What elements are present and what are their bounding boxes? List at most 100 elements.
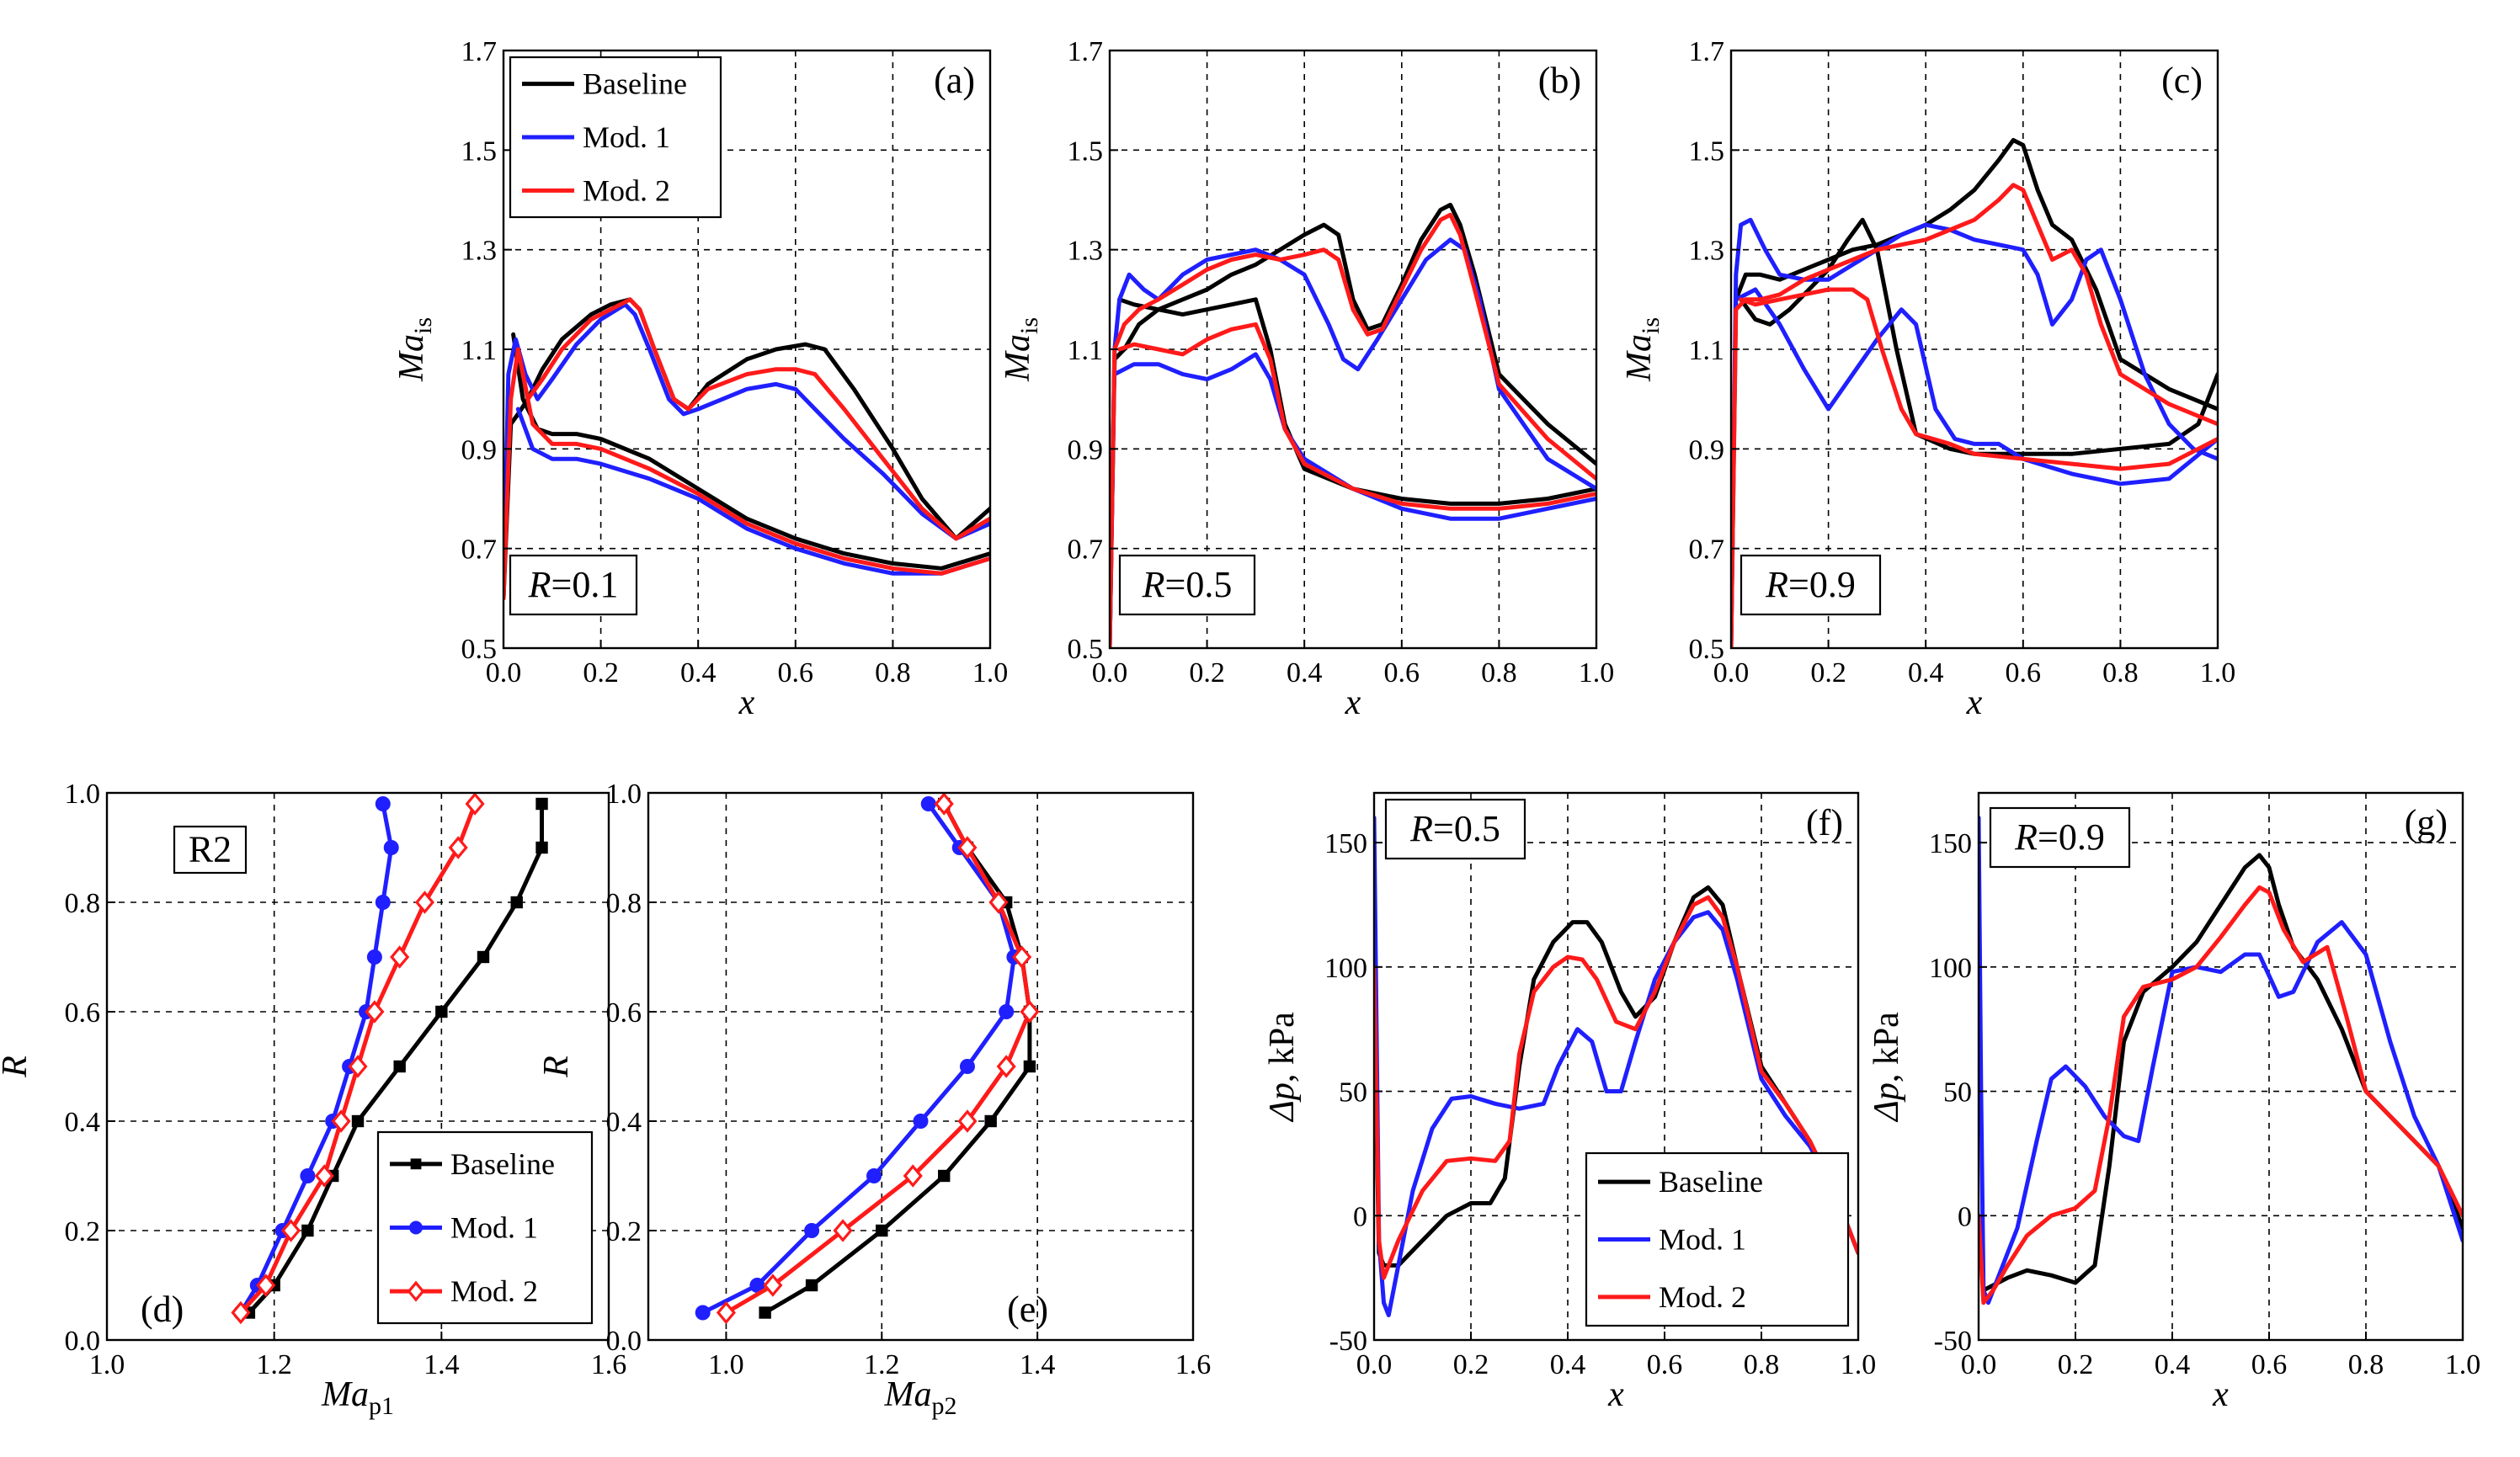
tick-label-y: -50: [1329, 1326, 1367, 1357]
legend-item: Mod. 1: [1598, 1223, 1746, 1257]
tick-label-y: 150: [1324, 828, 1367, 859]
marker-diamond: [348, 1055, 368, 1078]
tick-label-y: 0.7: [1689, 534, 1725, 566]
tick-label-y: 1.0: [65, 779, 101, 810]
plot-frame: [647, 791, 1195, 1342]
marker-diamond: [231, 1300, 251, 1325]
tick-label-y: 0.8: [606, 888, 642, 919]
legend-label: Mod. 2: [583, 173, 670, 207]
y-axis-label: Mais: [1620, 317, 1665, 382]
tick-labels: 0.0 0.2 0.4 0.6 0.8 1.0 0.5 0.7 0.9 1.1 1.3 1.5 1.7: [461, 36, 1009, 689]
tick-label-x: 0.2: [1453, 1349, 1489, 1380]
series-line-mod-1: [1734, 287, 2218, 487]
marker-square: [435, 1005, 448, 1018]
legend: Baseline Mod. 1 Mod. 2: [376, 1130, 594, 1325]
marker-square: [393, 1060, 406, 1073]
annotation-text: R2: [189, 829, 232, 870]
marker-square: [938, 1169, 951, 1183]
tick-label-y: 1.5: [1068, 136, 1104, 167]
tick-label-x: 0.8: [2348, 1349, 2384, 1380]
legend-item: Mod. 2: [522, 173, 670, 207]
marker-diamond: [833, 1219, 853, 1242]
marker-diamond: [314, 1164, 334, 1188]
series-line-mod-1: [701, 801, 1016, 1315]
annotation-text: R=0.1: [528, 564, 619, 605]
chart-panel-g: 0.0 0.2 0.4 0.6 0.8 1.0 -50 0 50 100 150 x Δp, kPa (g…: [1867, 791, 2480, 1414]
tick-label-y: 1.7: [461, 36, 498, 67]
tick-label-x: 0.6: [1384, 657, 1420, 689]
marker-square: [535, 841, 548, 854]
y-axis-label: Δp, kPa: [1263, 1012, 1302, 1123]
marker-diamond: [414, 891, 435, 914]
grid-lines: [648, 793, 1193, 1340]
tick-label-y: 0.5: [461, 634, 498, 665]
marker-circle: [749, 1278, 765, 1293]
tick-label-x: 0.0: [1713, 657, 1750, 689]
tick-label-x: 1.4: [1020, 1349, 1056, 1380]
x-axis-label: x: [1345, 683, 1361, 722]
chart-panel-c: 0.0 0.2 0.4 0.6 0.8 1.0 0.5 0.7 0.9 1.1 1.3 1.5 1.7 x…: [1620, 36, 2235, 722]
annotation-frame: [1989, 806, 2131, 869]
tick-label-y: 1.7: [1689, 36, 1725, 67]
marker-square: [1023, 1060, 1036, 1073]
annotation-frame: [173, 825, 248, 875]
tick-label-y: 1.3: [1068, 236, 1104, 267]
tick-label-x: 1.0: [708, 1349, 744, 1380]
marker-square: [876, 1224, 888, 1237]
legend-label: Mod. 1: [1659, 1223, 1746, 1257]
marker-circle: [866, 1168, 882, 1183]
legend-label: Mod. 2: [450, 1274, 538, 1308]
legend-label: Mod. 2: [1659, 1280, 1746, 1314]
tick-label-y: 150: [1929, 828, 1972, 859]
chart-panel-d: 1.0 1.2 1.4 1.6 0.0 0.2 0.4 0.6 0.8 1.0 Map1 R (d) R2…: [0, 779, 626, 1420]
x-axis-label: x: [1966, 683, 1983, 722]
series-group: [1979, 816, 2463, 1305]
series-line-mod-1: [515, 407, 990, 576]
series-line-mod-2: [503, 297, 990, 601]
tick-label-x: 0.2: [583, 657, 619, 689]
tick-label-y: 0.6: [606, 997, 642, 1029]
series-line-mod-2: [1374, 895, 1858, 1280]
tick-label-x: 0.2: [1189, 657, 1225, 689]
marker-circle: [913, 1114, 929, 1129]
series-line-mod-1: [1731, 217, 2218, 648]
marker-circle: [375, 796, 391, 811]
tick-label-x: 1.0: [1579, 657, 1615, 689]
tick-label-y: 100: [1324, 953, 1367, 984]
legend-item: Mod. 1: [522, 120, 670, 154]
tick-label-x: 0.2: [1810, 657, 1846, 689]
chart-panel-b: 0.0 0.2 0.4 0.6 0.8 1.0 0.5 0.7 0.9 1.1 1.3 1.5 1.7 x…: [999, 36, 1614, 722]
legend: Baseline Mod. 1 Mod. 2: [1585, 1151, 1850, 1327]
marker-diamond: [407, 1280, 425, 1302]
legend-item: Baseline: [522, 67, 687, 101]
panel-label: (b): [1538, 60, 1581, 101]
series-line-mod-2: [1110, 212, 1596, 648]
tick-labels: 0.0 0.2 0.4 0.6 0.8 1.0 -50 0 50 100 150: [1929, 828, 2480, 1380]
series-line-mod-2: [1117, 322, 1596, 511]
tick-labels: 1.0 1.2 1.4 1.6 0.0 0.2 0.4 0.6 0.8 1.0: [65, 779, 627, 1380]
series-group: [695, 793, 1040, 1325]
marker-circle: [804, 1223, 820, 1238]
marker-circle: [695, 1305, 711, 1321]
y-axis-label: Mais: [392, 317, 437, 382]
series-group: [1731, 138, 2218, 648]
series-line-mod-1: [1112, 352, 1596, 521]
series-line-mod-1: [1374, 816, 1858, 1317]
tick-label-y: 0.2: [65, 1216, 101, 1247]
marker-circle: [383, 840, 399, 855]
marker-circle: [959, 1059, 975, 1074]
annotation-box: R=0.5: [1118, 554, 1256, 616]
marker-circle: [300, 1168, 316, 1183]
x-axis-label: x: [1607, 1375, 1624, 1414]
legend-item: Baseline: [390, 1147, 555, 1181]
tick-label-x: 1.2: [256, 1349, 292, 1380]
annotation-text: R=0.5: [1142, 564, 1233, 605]
panel-label: (d): [141, 1289, 184, 1330]
marker-diamond: [448, 836, 468, 859]
annotation-box: R=0.9: [1989, 806, 2131, 869]
tick-label-y: 0.4: [606, 1107, 642, 1138]
x-axis-label: Map1: [321, 1375, 394, 1420]
panel-label: (a): [934, 60, 975, 101]
tick-label-x: 0.4: [1287, 657, 1323, 689]
tick-label-x: 0.0: [1356, 1349, 1393, 1380]
